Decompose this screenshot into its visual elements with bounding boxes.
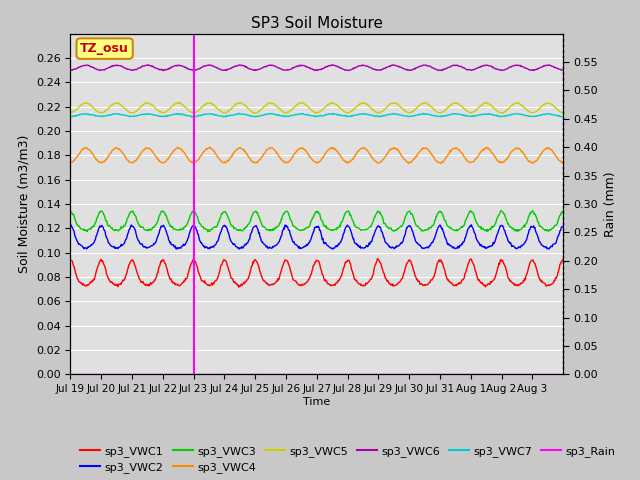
Y-axis label: Rain (mm): Rain (mm): [604, 171, 617, 237]
Text: TZ_osu: TZ_osu: [80, 42, 129, 55]
Y-axis label: Soil Moisture (m3/m3): Soil Moisture (m3/m3): [17, 135, 30, 273]
X-axis label: Time: Time: [303, 397, 330, 407]
Legend: sp3_VWC1, sp3_VWC2, sp3_VWC3, sp3_VWC4, sp3_VWC5, sp3_VWC6, sp3_VWC7, sp3_Rain: sp3_VWC1, sp3_VWC2, sp3_VWC3, sp3_VWC4, …: [76, 441, 620, 478]
Title: SP3 Soil Moisture: SP3 Soil Moisture: [251, 16, 383, 31]
